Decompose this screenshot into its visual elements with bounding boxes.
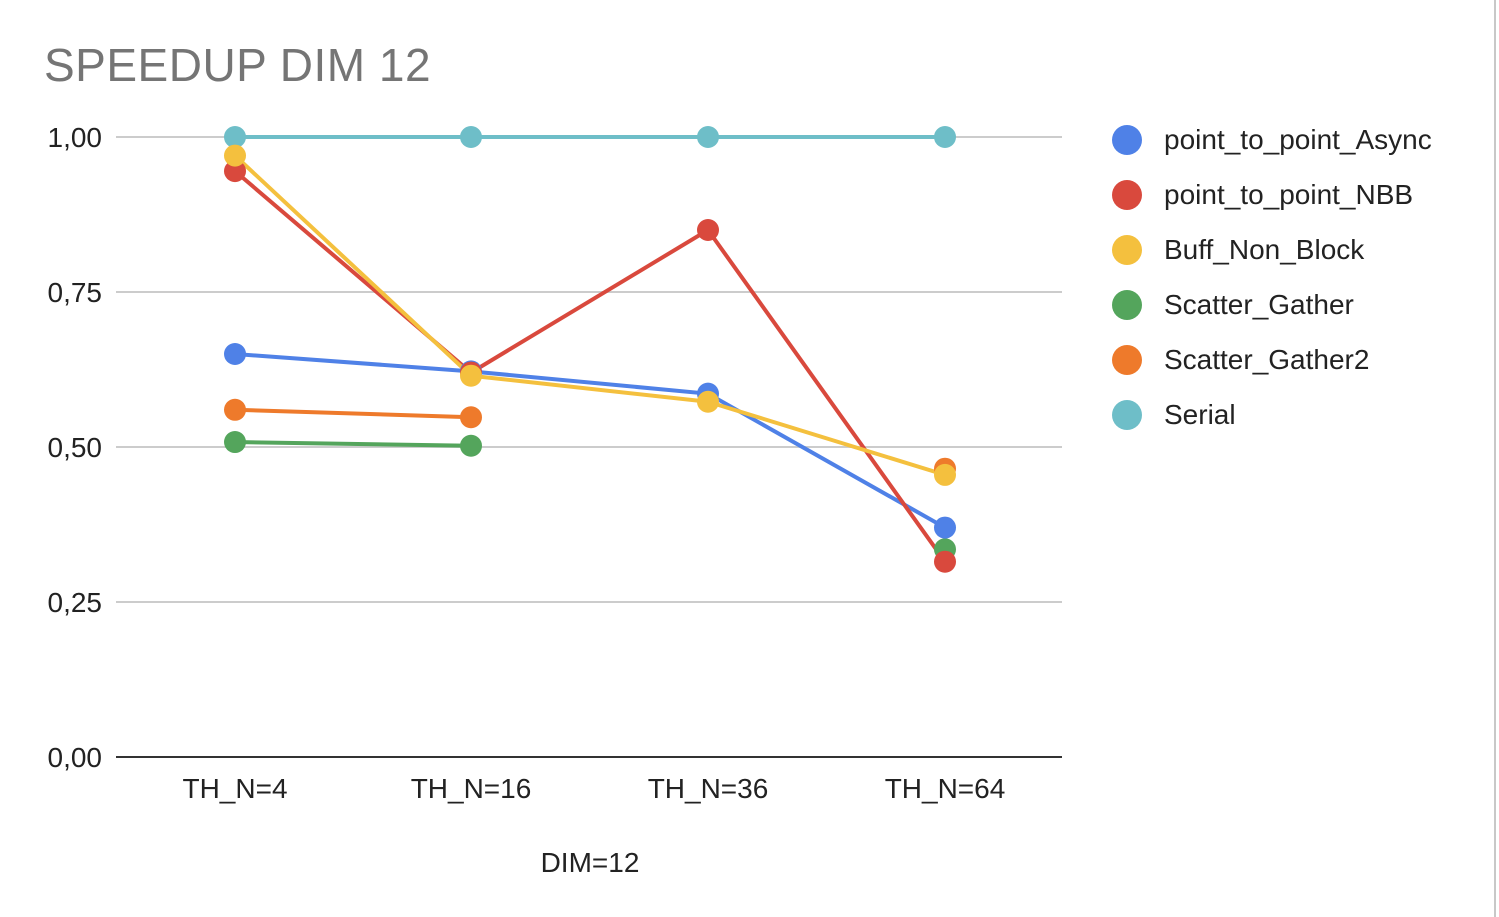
- data-point-buff-non-block[interactable]: [934, 463, 956, 486]
- data-point-scatter-gather[interactable]: [460, 434, 482, 457]
- x-axis-label: DIM=12: [541, 847, 640, 878]
- legend-item-scatter-gather[interactable]: Scatter_Gather: [1112, 277, 1432, 332]
- y-tick-label: 0,00: [48, 742, 103, 773]
- legend-item-scatter-gather2[interactable]: Scatter_Gather2: [1112, 332, 1432, 387]
- legend-marker: [1112, 399, 1142, 430]
- grid-lines: [116, 136, 1062, 758]
- data-point-point-to-point-nbb[interactable]: [224, 160, 246, 183]
- data-point-buff-non-block[interactable]: [460, 364, 482, 387]
- series-line-scatter-gather: [234, 440, 472, 448]
- legend-label: Scatter_Gather: [1164, 288, 1354, 320]
- legend-marker: [1112, 179, 1142, 210]
- legend-item-point-to-point-async[interactable]: point_to_point_Async: [1112, 112, 1432, 167]
- legend-marker: [1112, 124, 1142, 155]
- legend-item-buff-non-block[interactable]: Buff_Non_Block: [1112, 222, 1432, 277]
- x-tick-label: TH_N=16: [411, 773, 532, 804]
- data-point-scatter-gather[interactable]: [224, 431, 246, 454]
- data-point-point-to-point-async[interactable]: [224, 343, 246, 365]
- panel-border: [1494, 0, 1496, 917]
- x-tick-label: TH_N=4: [182, 773, 287, 804]
- legend-marker: [1112, 289, 1142, 320]
- legend-item-point-to-point-nbb[interactable]: point_to_point_NBB: [1112, 167, 1432, 222]
- series-line-point-to-point-async: [234, 352, 946, 530]
- legend-item-serial[interactable]: Serial: [1112, 387, 1432, 442]
- data-point-serial[interactable]: [460, 126, 482, 148]
- series-points: [224, 126, 956, 573]
- series-line-scatter-gather2: [234, 407, 472, 420]
- x-tick-label: TH_N=36: [648, 773, 769, 804]
- y-tick-label: 0,50: [48, 432, 103, 463]
- y-tick-label: 0,25: [48, 587, 103, 618]
- series-lines: [233, 135, 947, 563]
- legend: point_to_point_Async point_to_point_NBB Bu…: [1112, 112, 1432, 442]
- data-point-serial[interactable]: [224, 126, 246, 148]
- legend-label: Buff_Non_Block: [1164, 233, 1365, 265]
- y-tick-labels: 0,00 0,25 0,50 0,75 1,00: [48, 122, 103, 773]
- data-point-serial[interactable]: [697, 126, 719, 148]
- chart-title: SPEEDUP DIM 12: [44, 39, 432, 91]
- legend-marker: [1112, 234, 1142, 265]
- data-point-scatter-gather2[interactable]: [460, 406, 482, 429]
- legend-label: point_to_point_Async: [1164, 123, 1432, 155]
- legend-marker: [1112, 344, 1142, 375]
- data-point-point-to-point-nbb[interactable]: [697, 219, 719, 241]
- data-point-buff-non-block[interactable]: [697, 390, 719, 413]
- y-tick-label: 1,00: [48, 122, 103, 153]
- series-line-point-to-point-nbb: [233, 169, 947, 563]
- legend-label: Serial: [1164, 398, 1236, 430]
- data-point-point-to-point-async[interactable]: [934, 516, 956, 539]
- data-point-scatter-gather2[interactable]: [224, 398, 246, 421]
- y-tick-label: 0,75: [48, 277, 103, 308]
- series-line-buff-non-block: [233, 154, 946, 477]
- legend-label: point_to_point_NBB: [1164, 178, 1414, 210]
- legend-label: Scatter_Gather2: [1164, 343, 1370, 375]
- data-point-point-to-point-nbb[interactable]: [934, 550, 956, 573]
- data-point-buff-non-block[interactable]: [224, 144, 246, 167]
- x-tick-label: TH_N=64: [885, 773, 1006, 804]
- data-point-serial[interactable]: [934, 126, 956, 148]
- x-tick-labels: TH_N=4 TH_N=16 TH_N=36 TH_N=64: [182, 773, 1005, 804]
